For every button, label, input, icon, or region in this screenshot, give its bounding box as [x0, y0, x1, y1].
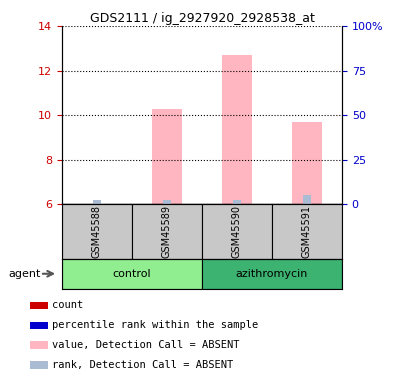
Text: control: control: [113, 269, 151, 279]
Bar: [272, 204, 342, 259]
Bar: [30, 322, 48, 329]
Title: GDS2111 / ig_2927920_2928538_at: GDS2111 / ig_2927920_2928538_at: [90, 12, 314, 25]
Text: agent: agent: [8, 269, 40, 279]
Text: rank, Detection Call = ABSENT: rank, Detection Call = ABSENT: [52, 360, 233, 370]
Bar: [30, 361, 48, 369]
Bar: [62, 204, 132, 259]
Bar: [222, 55, 252, 204]
Text: GSM45588: GSM45588: [92, 205, 102, 258]
Text: GSM45589: GSM45589: [162, 205, 172, 258]
Bar: [30, 302, 48, 309]
Bar: [292, 122, 322, 204]
Bar: [202, 204, 272, 259]
Text: GSM45591: GSM45591: [302, 205, 312, 258]
Bar: [30, 341, 48, 349]
Bar: [152, 109, 182, 204]
Text: azithromycin: azithromycin: [236, 269, 308, 279]
Text: value, Detection Call = ABSENT: value, Detection Call = ABSENT: [52, 340, 239, 350]
Bar: [93, 200, 101, 204]
Text: percentile rank within the sample: percentile rank within the sample: [52, 320, 258, 330]
Bar: [62, 259, 202, 289]
Bar: [132, 204, 202, 259]
Bar: [202, 259, 342, 289]
Bar: [163, 200, 171, 204]
Bar: [303, 195, 311, 204]
Text: GSM45590: GSM45590: [232, 205, 242, 258]
Bar: [233, 200, 241, 204]
Text: count: count: [52, 300, 83, 310]
